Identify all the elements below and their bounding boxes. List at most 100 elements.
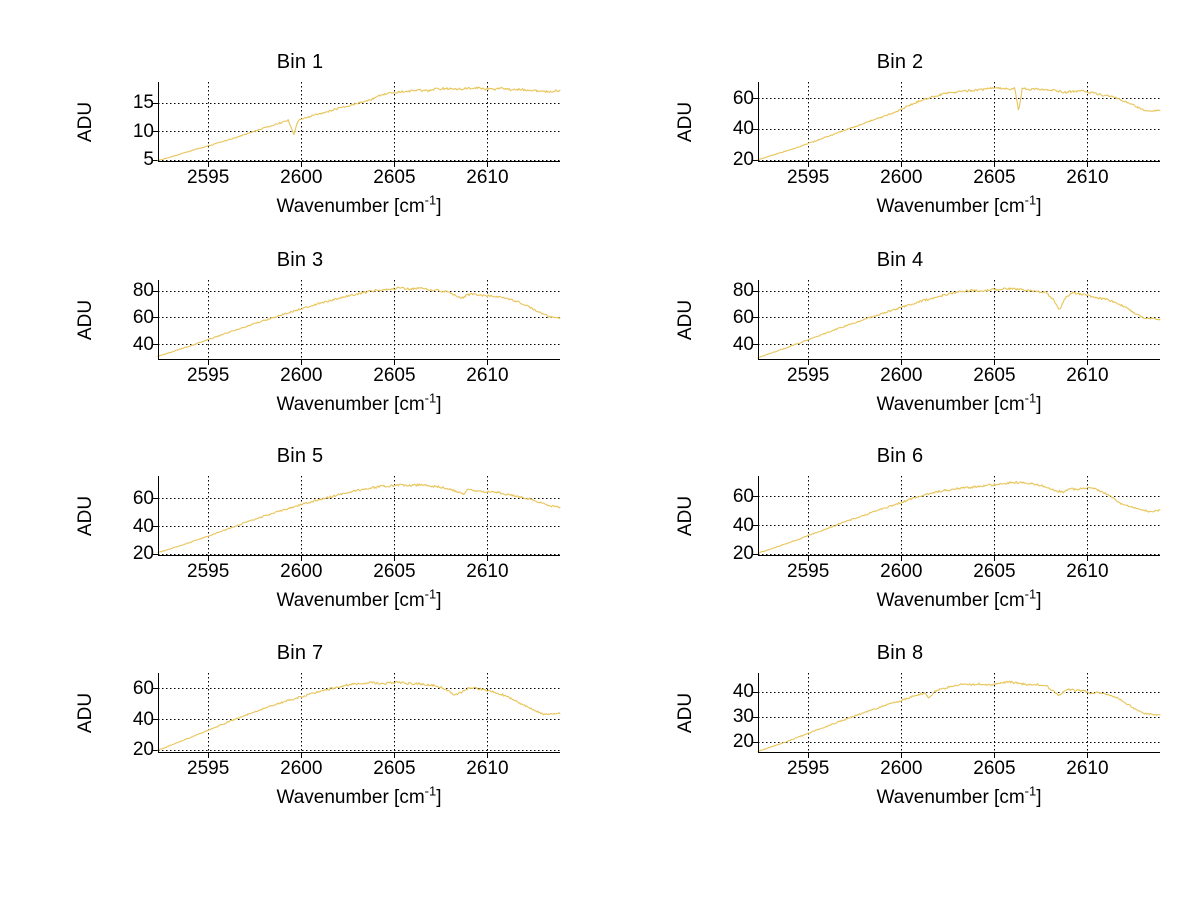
y-axis-tick bbox=[153, 526, 158, 528]
gridline-vertical bbox=[808, 82, 810, 162]
y-tick-label: 20 bbox=[132, 739, 154, 761]
x-axis-line bbox=[158, 555, 560, 556]
gridline-horizontal bbox=[758, 525, 1160, 526]
x-axis-label-suffix: ] bbox=[436, 394, 442, 415]
gridline-horizontal bbox=[158, 719, 560, 721]
gridline-vertical bbox=[901, 673, 903, 753]
y-axis-label: ADU bbox=[675, 692, 696, 734]
x-axis-label-prefix: Wavenumber [cm bbox=[876, 787, 1025, 808]
x-axis-tick bbox=[994, 556, 996, 561]
y-axis-label: ADU bbox=[75, 299, 96, 341]
gridline-vertical bbox=[808, 673, 810, 753]
x-axis-line bbox=[758, 752, 1160, 753]
plot-background bbox=[758, 82, 1160, 162]
y-tick-label: 60 bbox=[132, 487, 154, 509]
y-tick-label: 40 bbox=[732, 681, 754, 703]
y-tick-label: 60 bbox=[732, 485, 754, 507]
subplot-title: Bin 8 bbox=[876, 642, 924, 664]
gridline-horizontal bbox=[158, 344, 560, 345]
y-axis-tick bbox=[153, 159, 158, 161]
gridline-vertical bbox=[301, 82, 303, 162]
x-tick-label: 2610 bbox=[1066, 758, 1109, 779]
gridline-vertical bbox=[808, 476, 810, 556]
gridline-horizontal bbox=[158, 131, 560, 133]
gridline-horizontal bbox=[158, 526, 560, 528]
y-axis-tick bbox=[153, 344, 158, 345]
x-tick-label-group: 2595 2600 2605 2610 bbox=[158, 366, 560, 390]
y-axis-tick bbox=[753, 344, 758, 345]
gridline-horizontal bbox=[758, 553, 1160, 555]
x-tick-label: 2595 bbox=[787, 561, 830, 582]
gridline-vertical bbox=[487, 673, 489, 753]
spectrum-trace bbox=[757, 480, 1161, 554]
gridline-vertical bbox=[208, 476, 210, 556]
y-tick-label: 20 bbox=[732, 149, 754, 171]
x-tick-label: 2610 bbox=[466, 167, 509, 188]
y-axis-tick bbox=[153, 102, 158, 104]
gridline-horizontal bbox=[158, 290, 560, 292]
y-tick-label-group: 20 40 60 bbox=[708, 476, 754, 564]
x-tick-label: 2600 bbox=[280, 758, 323, 779]
x-axis-tick bbox=[208, 556, 210, 561]
y-tick-label: 30 bbox=[732, 706, 754, 728]
gridline-vertical bbox=[901, 280, 903, 360]
plot-background bbox=[758, 673, 1160, 753]
y-tick-label: 80 bbox=[132, 280, 154, 302]
subplot-bin-1: Bin 1 ADU 5 10 15 2595 2600 2605 2610 Wavenumber … bbox=[0, 50, 600, 246]
x-axis-tick bbox=[208, 753, 210, 758]
x-axis-label-suffix: ] bbox=[436, 196, 442, 217]
x-tick-label: 2595 bbox=[187, 758, 230, 779]
x-tick-label-group: 2595 2600 2605 2610 bbox=[158, 562, 560, 586]
y-axis-tick bbox=[753, 496, 758, 498]
y-axis-tick bbox=[753, 290, 758, 292]
spectrum-trace bbox=[157, 286, 561, 357]
x-axis-line bbox=[758, 555, 1160, 556]
y-axis-tick bbox=[753, 741, 758, 743]
y-axis-tick bbox=[153, 719, 158, 721]
gridline-horizontal bbox=[758, 496, 1160, 498]
x-axis-tick bbox=[1087, 360, 1089, 365]
x-axis-tick bbox=[208, 360, 210, 365]
y-tick-label: 40 bbox=[732, 118, 754, 140]
subplot-bin-6: Bin 6 ADU 20 40 60 2595 2600 2605 2610 Wavenumber… bbox=[600, 444, 1200, 640]
x-axis-tick bbox=[901, 162, 903, 167]
gridline-vertical bbox=[301, 280, 303, 360]
y-tick-label-group: 5 10 15 bbox=[108, 82, 154, 169]
plot-area bbox=[753, 280, 1161, 365]
y-tick-label: 60 bbox=[132, 306, 154, 328]
spectrum-trace bbox=[157, 680, 561, 751]
y-axis-label: ADU bbox=[75, 692, 96, 734]
x-tick-label-group: 2595 2600 2605 2610 bbox=[758, 366, 1160, 390]
x-axis-label-suffix: ] bbox=[1036, 196, 1042, 217]
x-axis-label-suffix: ] bbox=[1036, 787, 1042, 808]
x-axis-label-prefix: Wavenumber [cm bbox=[276, 394, 425, 415]
x-axis-line bbox=[758, 161, 1160, 162]
y-axis-tick bbox=[753, 691, 758, 693]
y-tick-label: 60 bbox=[732, 306, 754, 328]
y-axis-line bbox=[758, 82, 759, 162]
x-axis-tick bbox=[901, 556, 903, 561]
y-axis-tick bbox=[153, 553, 158, 555]
x-axis-label-exponent: -1 bbox=[1024, 586, 1037, 602]
gridline-vertical bbox=[994, 476, 996, 556]
x-axis-label-exponent: -1 bbox=[424, 192, 437, 208]
spectrum-trace bbox=[157, 86, 561, 162]
y-tick-label-group: 20 40 60 bbox=[708, 82, 754, 170]
gridline-vertical bbox=[901, 82, 903, 162]
x-tick-label: 2600 bbox=[280, 167, 323, 188]
y-axis-label: ADU bbox=[675, 101, 696, 143]
x-tick-label: 2600 bbox=[880, 167, 923, 188]
y-axis-line bbox=[758, 476, 759, 556]
y-tick-label-group: 20 30 40 bbox=[708, 673, 754, 753]
x-axis-label: Wavenumber [cm-1] bbox=[158, 192, 560, 218]
plot-area bbox=[153, 673, 561, 758]
y-axis-tick bbox=[153, 498, 158, 500]
subplot-bin-3: Bin 3 ADU 40 60 80 2595 2600 2605 2610 Wavenumber… bbox=[0, 248, 600, 444]
y-tick-label: 20 bbox=[732, 731, 754, 753]
x-axis-label-exponent: -1 bbox=[1024, 783, 1037, 799]
x-axis-tick bbox=[301, 556, 303, 561]
y-axis-label: ADU bbox=[75, 495, 96, 537]
x-axis-label-prefix: Wavenumber [cm bbox=[276, 590, 425, 611]
plot-background bbox=[158, 82, 560, 162]
